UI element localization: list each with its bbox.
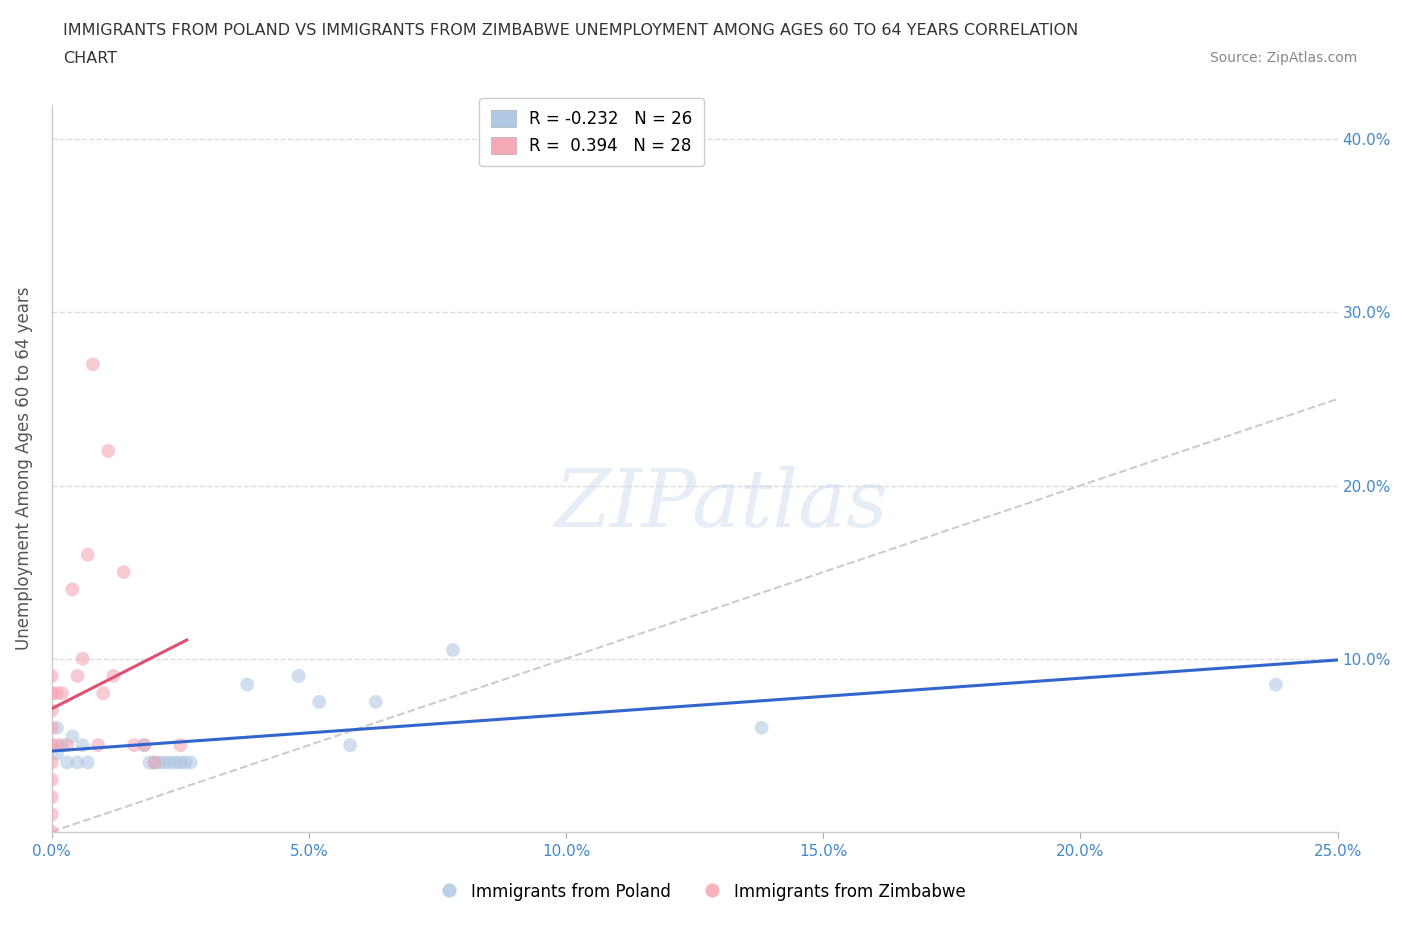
Point (159, 755, 181, 770)
Legend: Immigrants from Poland, Immigrants from Zimbabwe: Immigrants from Poland, Immigrants from … (434, 876, 972, 908)
Point (76, 547, 98, 562)
Point (56, 755, 79, 770)
Point (41, 721, 63, 736)
Y-axis label: Unemployment Among Ages 60 to 64 years: Unemployment Among Ages 60 to 64 years (15, 286, 32, 650)
Point (41, 685, 63, 700)
Point (45, 721, 67, 736)
Point (339, 737, 361, 752)
Point (82, 357, 104, 372)
Point (45, 685, 67, 700)
Point (441, 643, 464, 658)
Point (308, 695, 330, 710)
Text: IMMIGRANTS FROM POLAND VS IMMIGRANTS FROM ZIMBABWE UNEMPLOYMENT AMONG AGES 60 TO: IMMIGRANTS FROM POLAND VS IMMIGRANTS FRO… (63, 23, 1078, 38)
Point (751, 721, 773, 736)
Point (41, 669, 63, 684)
Point (134, 737, 156, 752)
Point (149, 755, 172, 770)
Point (66, 755, 89, 770)
Point (72, 651, 94, 666)
Point (51, 685, 73, 700)
Point (1264, 677, 1286, 692)
Point (41, 824, 63, 839)
Point (138, 755, 160, 770)
Point (169, 755, 191, 770)
Point (45, 747, 67, 762)
Point (87, 737, 110, 752)
Point (60, 729, 83, 744)
Point (72, 737, 94, 752)
Point (174, 755, 197, 770)
Point (236, 677, 259, 692)
Point (76, 755, 98, 770)
Text: ZIPatlas: ZIPatlas (554, 466, 887, 543)
Point (364, 695, 387, 710)
Point (66, 669, 89, 684)
Point (153, 755, 176, 770)
Text: CHART: CHART (63, 51, 117, 66)
Point (41, 790, 63, 804)
Point (122, 737, 145, 752)
Point (134, 737, 156, 752)
Point (165, 755, 187, 770)
Text: Source: ZipAtlas.com: Source: ZipAtlas.com (1209, 51, 1357, 65)
Point (41, 755, 63, 770)
Point (41, 737, 63, 752)
Legend: R = -0.232   N = 26, R =  0.394   N = 28: R = -0.232 N = 26, R = 0.394 N = 28 (479, 99, 704, 166)
Point (180, 755, 202, 770)
Point (41, 772, 63, 787)
Point (169, 737, 191, 752)
Point (143, 755, 166, 770)
Point (112, 565, 135, 579)
Point (287, 669, 309, 684)
Point (41, 807, 63, 822)
Point (45, 737, 67, 752)
Point (41, 703, 63, 718)
Point (103, 669, 125, 684)
Point (143, 755, 166, 770)
Point (97, 444, 120, 458)
Point (60, 582, 83, 597)
Point (91, 685, 114, 700)
Point (56, 737, 79, 752)
Point (51, 737, 73, 752)
